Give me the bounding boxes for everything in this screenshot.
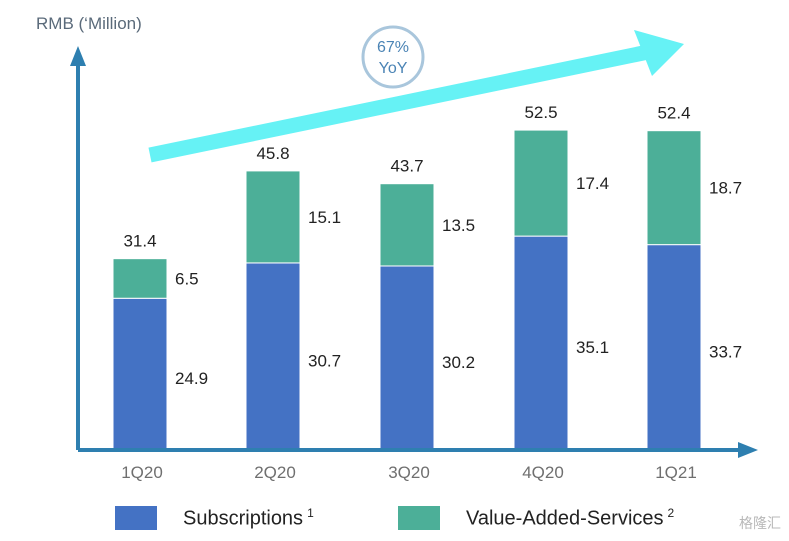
legend-swatch-subscriptions: [115, 506, 157, 530]
data-label-3Q20-value-added-services: 13.5: [442, 216, 475, 235]
legend-label-subscriptions: Subscriptions 1: [183, 505, 314, 530]
data-label-3Q20-subscriptions: 30.2: [442, 353, 475, 372]
bar-2Q20-value-added-services: [245, 170, 301, 264]
bar-1Q21-value-added-services: [646, 130, 702, 246]
legend-swatch-value-added-services: [398, 506, 440, 530]
total-label-2Q20: 45.8: [256, 144, 289, 163]
bar-4Q20-value-added-services: [513, 129, 569, 237]
total-label-4Q20: 52.5: [524, 103, 557, 122]
data-label-2Q20-value-added-services: 15.1: [308, 208, 341, 227]
x-tick-label-1Q21: 1Q21: [655, 463, 697, 482]
bar-1Q21-subscriptions: [646, 244, 702, 451]
bar-3Q20-value-added-services: [379, 183, 435, 267]
total-label-1Q21: 52.4: [657, 104, 690, 123]
data-label-4Q20-value-added-services: 17.4: [576, 174, 609, 193]
bar-1Q20-value-added-services: [112, 258, 168, 299]
yoy-badge-label: YoY: [379, 60, 408, 77]
trend-arrow-shaft: [148, 44, 650, 163]
bar-1Q20-subscriptions: [112, 297, 168, 451]
x-axis-arrowhead: [738, 442, 758, 458]
data-label-1Q20-value-added-services: 6.5: [175, 269, 199, 288]
legend-item-value-added-services: Value-Added-Services 2: [398, 503, 674, 533]
legend-item-subscriptions: Subscriptions 1: [115, 503, 314, 533]
yoy-badge-percent: 67%: [377, 39, 409, 56]
y-axis-arrowhead: [70, 46, 86, 66]
total-label-3Q20: 43.7: [390, 157, 423, 176]
x-tick-label-4Q20: 4Q20: [522, 463, 564, 482]
watermark-logo: 格隆汇: [739, 516, 781, 532]
bar-2Q20-subscriptions: [245, 262, 301, 451]
yoy-badge-circle: [361, 25, 425, 89]
data-label-4Q20-subscriptions: 35.1: [576, 338, 609, 357]
data-label-1Q20-subscriptions: 24.9: [175, 369, 208, 388]
data-label-1Q21-value-added-services: 18.7: [709, 179, 742, 198]
y-axis-label: RMB (‘Million): [36, 14, 142, 33]
x-tick-label-1Q20: 1Q20: [121, 463, 163, 482]
x-tick-label-3Q20: 3Q20: [388, 463, 430, 482]
trend-arrow-head: [634, 30, 684, 76]
total-label-1Q20: 31.4: [123, 232, 156, 251]
legend-label-value-added-services: Value-Added-Services 2: [466, 505, 675, 530]
bar-4Q20-subscriptions: [513, 235, 569, 451]
bar-3Q20-subscriptions: [379, 265, 435, 451]
x-tick-label-2Q20: 2Q20: [254, 463, 296, 482]
data-label-1Q21-subscriptions: 33.7: [709, 342, 742, 361]
data-label-2Q20-subscriptions: 30.7: [308, 351, 341, 370]
